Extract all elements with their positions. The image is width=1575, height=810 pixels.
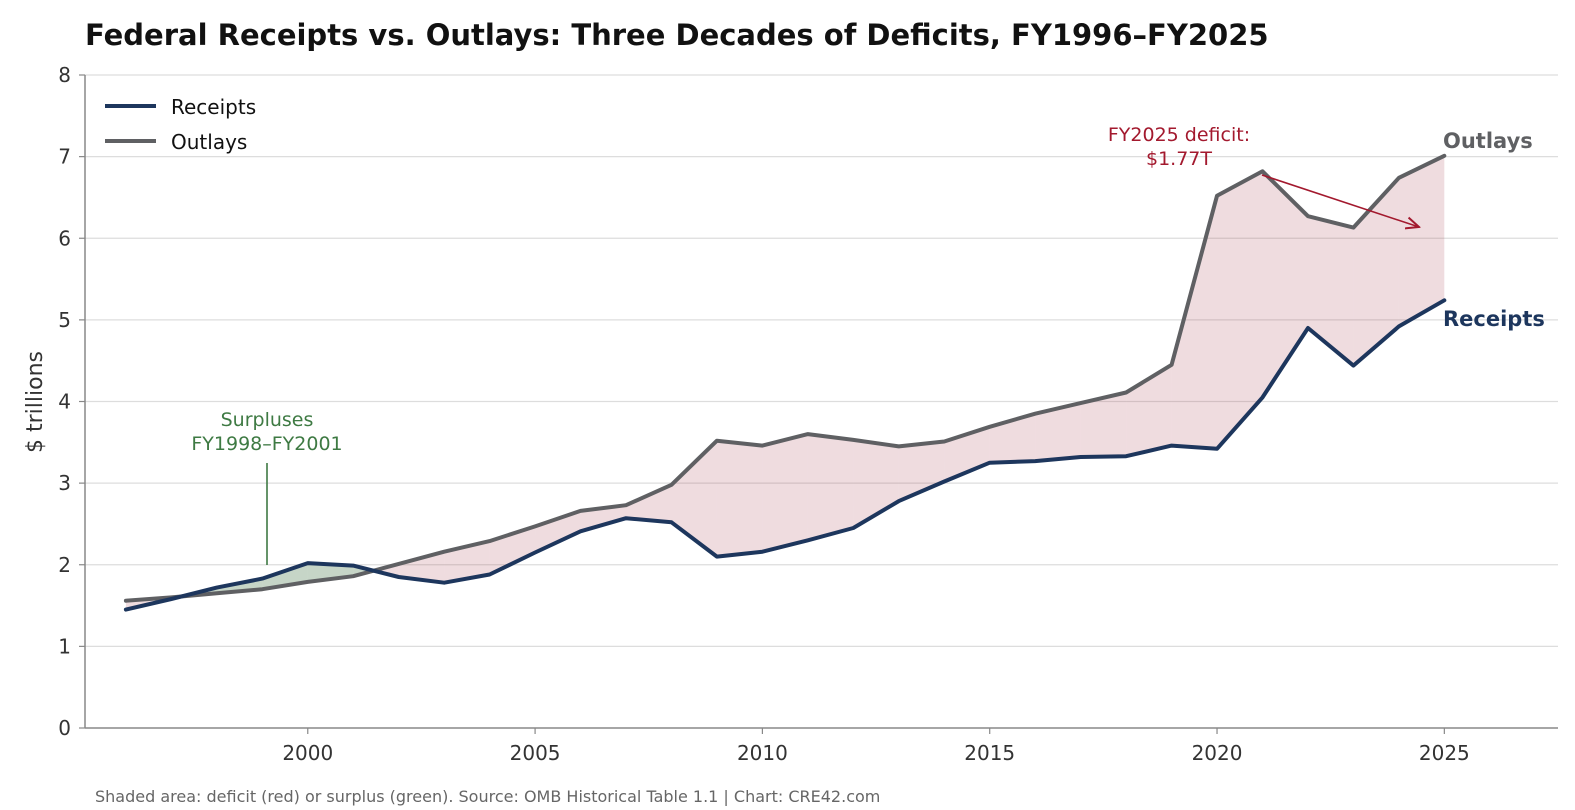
deficit-area: [1398, 155, 1445, 327]
legend: Receipts Outlays: [105, 95, 256, 154]
series-lines: [123, 153, 1447, 612]
deficit-area: [671, 440, 717, 557]
legend-outlays-label: Outlays: [171, 130, 247, 154]
y-tick-label: 7: [58, 145, 71, 169]
deficit-area: [580, 505, 626, 532]
deficit-area: [989, 413, 1036, 463]
deficit-surplus-fill: [125, 155, 1445, 610]
legend-receipts-label: Receipts: [171, 95, 256, 119]
x-tick-label: 2000: [282, 741, 333, 765]
surplus-annotation-line2: FY1998–FY2001: [191, 433, 342, 455]
x-tick-label: 2010: [737, 741, 788, 765]
outlays-line: [123, 153, 1447, 603]
deficit-area: [535, 510, 581, 553]
y-axis-label: $ trillions: [23, 351, 48, 453]
deficit-annotation-line1: FY2025 deficit:: [1108, 124, 1250, 146]
deficit-area: [716, 440, 763, 557]
receipts-line: [123, 298, 1447, 612]
deficit-area: [1171, 195, 1217, 449]
y-tick-label: 2: [58, 553, 71, 577]
x-tick-label: 2015: [964, 741, 1015, 765]
end-label-receipts: Receipts: [1443, 307, 1545, 331]
end-label-outlays: Outlays: [1443, 129, 1533, 153]
deficit-annotation-line2: $1.77T: [1146, 148, 1212, 170]
deficit-area: [762, 434, 808, 552]
deficit-area: [1035, 403, 1081, 462]
y-tick-label: 0: [58, 716, 71, 740]
deficit-area: [1262, 171, 1308, 398]
surplus-annotation: Surpluses FY1998–FY2001: [191, 409, 343, 565]
deficit-area: [444, 541, 490, 583]
deficit-annotation-arrow: [1261, 174, 1419, 227]
deficit-annotation: FY2025 deficit: $1.77T: [1108, 124, 1419, 227]
y-tick-label: 6: [58, 226, 71, 250]
deficit-area: [1353, 177, 1399, 366]
y-tick-label: 1: [58, 634, 71, 658]
surplus-annotation-line1: Surpluses: [221, 409, 314, 431]
deficit-area: [1217, 171, 1263, 449]
tick-labels: 0 1 2 3 4 5 6 7 8 2000 2005 2010 2015 2020 2025: [58, 63, 1470, 765]
deficit-area: [398, 551, 445, 583]
deficit-area: [1080, 392, 1127, 457]
x-tick-label: 2005: [510, 741, 561, 765]
deficit-area: [626, 484, 672, 523]
y-tick-label: 5: [58, 308, 71, 332]
chart-title: Federal Receipts vs. Outlays: Three Deca…: [85, 18, 1269, 52]
deficit-area: [944, 426, 990, 482]
y-tick-label: 3: [58, 471, 71, 495]
source-note: Shaded area: deficit (red) or surplus (g…: [95, 787, 880, 806]
x-tick-label: 2025: [1419, 741, 1470, 765]
deficit-area: [807, 434, 854, 541]
y-tick-label: 4: [58, 390, 71, 414]
grid-lines: [85, 74, 1558, 647]
deficit-area: [1308, 216, 1354, 366]
x-tick-label: 2020: [1192, 741, 1243, 765]
y-tick-label: 8: [58, 63, 71, 87]
